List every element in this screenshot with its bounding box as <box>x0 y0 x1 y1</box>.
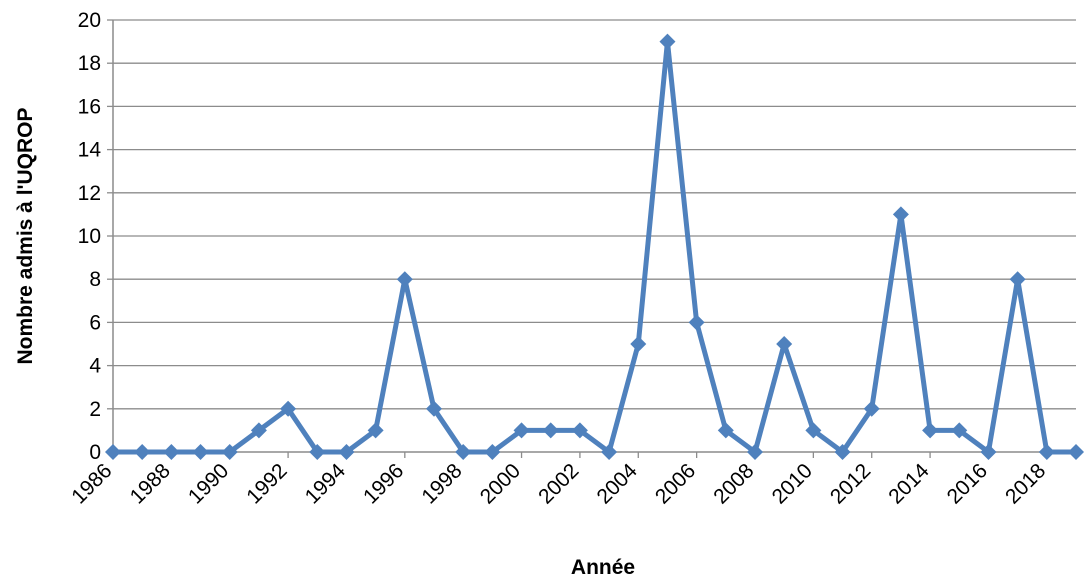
series-line <box>110 39 1079 455</box>
data-point <box>309 444 326 460</box>
x-tick-label: 1998 <box>417 459 466 508</box>
y-tick-label: 0 <box>89 441 101 464</box>
data-point <box>250 422 267 439</box>
y-tick-label: 14 <box>78 139 102 162</box>
data-point <box>805 422 822 439</box>
x-tick-label: 1994 <box>301 459 351 509</box>
data-point <box>630 336 647 352</box>
data-point <box>834 444 851 460</box>
y-tick-label: 16 <box>78 95 101 118</box>
data-point <box>484 444 501 460</box>
data-point <box>717 422 734 439</box>
y-tick-label: 12 <box>78 182 101 205</box>
data-point <box>601 444 618 460</box>
y-tick-label: 2 <box>89 398 101 421</box>
data-point <box>571 422 588 439</box>
x-tick-label: 2014 <box>884 459 934 509</box>
x-tick-label: 1992 <box>242 459 291 508</box>
axes <box>107 19 1076 458</box>
data-point <box>659 33 676 50</box>
x-tick-label: 1986 <box>67 459 116 508</box>
x-tick-labels: 1986 1988 1990 1992 1994 1996 1998 2000 2002 2004… <box>67 459 1050 509</box>
x-tick-label: 2008 <box>709 459 758 508</box>
x-tick-label: 1990 <box>184 459 233 508</box>
y-tick-label: 4 <box>89 355 101 378</box>
data-point <box>513 422 530 439</box>
y-axis-title: Nombre admis à l'UQROP <box>14 107 37 364</box>
y-tick-label: 6 <box>89 311 101 334</box>
data-point <box>396 271 413 288</box>
data-point <box>688 314 705 331</box>
x-tick-label: 2010 <box>768 459 817 508</box>
x-tick-label: 2004 <box>593 459 643 509</box>
gridlines <box>113 19 1076 410</box>
data-point <box>338 444 355 460</box>
data-point <box>776 336 793 352</box>
data-point <box>367 422 384 439</box>
y-tick-labels: 0 2 4 6 8 10 12 14 16 18 20 <box>78 9 102 464</box>
data-point <box>747 444 763 460</box>
data-point <box>105 444 121 460</box>
data-point <box>134 444 151 460</box>
x-tick-label: 2018 <box>1001 459 1050 508</box>
data-point <box>951 422 968 439</box>
data-point <box>922 422 939 439</box>
x-tick-label: 1988 <box>126 459 175 508</box>
x-axis-title: Année <box>571 556 635 577</box>
data-point <box>1038 444 1055 460</box>
x-tick-label: 2012 <box>826 459 875 508</box>
x-tick-label: 2000 <box>476 459 525 508</box>
data-point <box>1009 271 1026 288</box>
data-point <box>221 444 238 460</box>
data-point <box>542 422 559 439</box>
x-tick-label: 2006 <box>651 459 700 508</box>
data-point <box>1068 444 1084 460</box>
y-tick-label: 8 <box>89 268 101 291</box>
y-tick-label: 20 <box>78 9 101 32</box>
data-point <box>163 444 180 460</box>
series <box>105 33 1084 460</box>
data-point <box>280 400 297 417</box>
y-tick-label: 18 <box>78 52 101 75</box>
data-point <box>863 400 880 417</box>
data-point <box>892 206 909 223</box>
x-tick-label: 2002 <box>534 459 583 508</box>
x-tick-label: 2016 <box>943 459 992 508</box>
data-point <box>426 400 442 417</box>
data-point <box>980 444 997 460</box>
x-tick-label: 1996 <box>359 459 408 508</box>
data-point <box>455 444 472 460</box>
data-point <box>192 444 209 460</box>
y-tick-label: 10 <box>78 225 101 248</box>
